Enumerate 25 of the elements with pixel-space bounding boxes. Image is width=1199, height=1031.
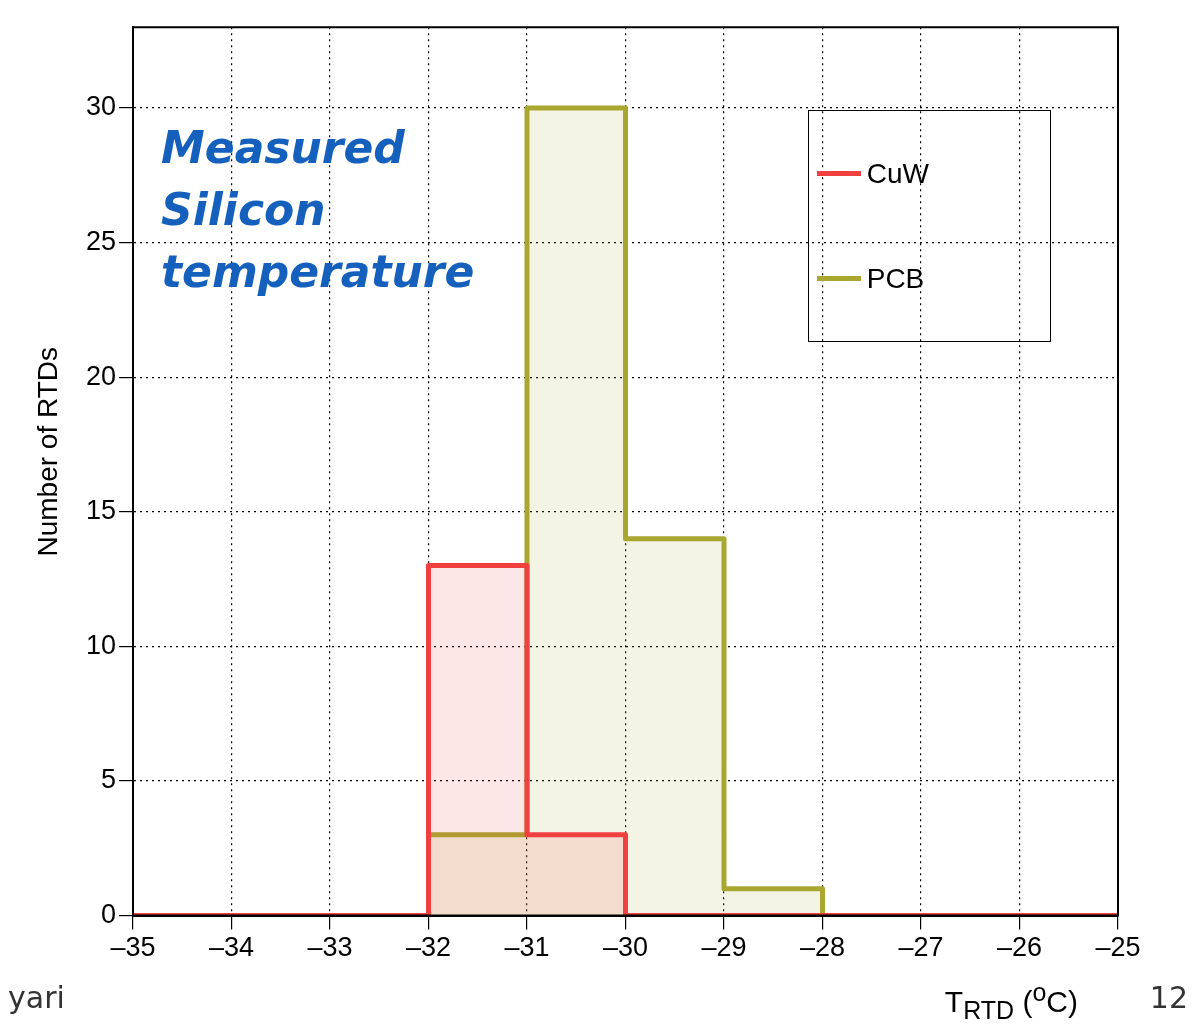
x-tick-label: –29 [701, 932, 747, 963]
text: 12 [1149, 980, 1188, 1015]
annotation: Measured Silicon temperature [161, 121, 476, 300]
y-tick-label: 10 [85, 629, 116, 660]
y-tick-label: 0 [100, 899, 116, 930]
x-tick-label: –26 [996, 932, 1043, 963]
x-tick-label: –34 [208, 932, 255, 963]
y-tick-label: 15 [85, 495, 116, 526]
x-tick-label: –32 [405, 932, 452, 963]
y-tick-label: 5 [100, 764, 116, 795]
x-tick-label: –28 [799, 932, 846, 963]
legend-label: CuW [866, 157, 929, 190]
legend-label: PCB [866, 262, 925, 295]
x-axis-title: T$_{RTD}$ ($^{o}$C) [944, 977, 1078, 1025]
y-tick-label: 20 [85, 360, 116, 391]
x-tick-label: –35 [110, 932, 156, 963]
y-tick-label: 30 [85, 91, 116, 122]
x-tick-label: –31 [504, 932, 550, 963]
x-tick-label: –30 [602, 932, 649, 963]
x-tick-label: –27 [898, 932, 944, 963]
y-axis-title: Number of RTDs [32, 347, 64, 557]
text: yari [8, 980, 65, 1015]
y-tick-label: 25 [85, 226, 116, 257]
x-tick-label: –33 [307, 932, 353, 963]
x-tick-label: –25 [1095, 932, 1141, 963]
